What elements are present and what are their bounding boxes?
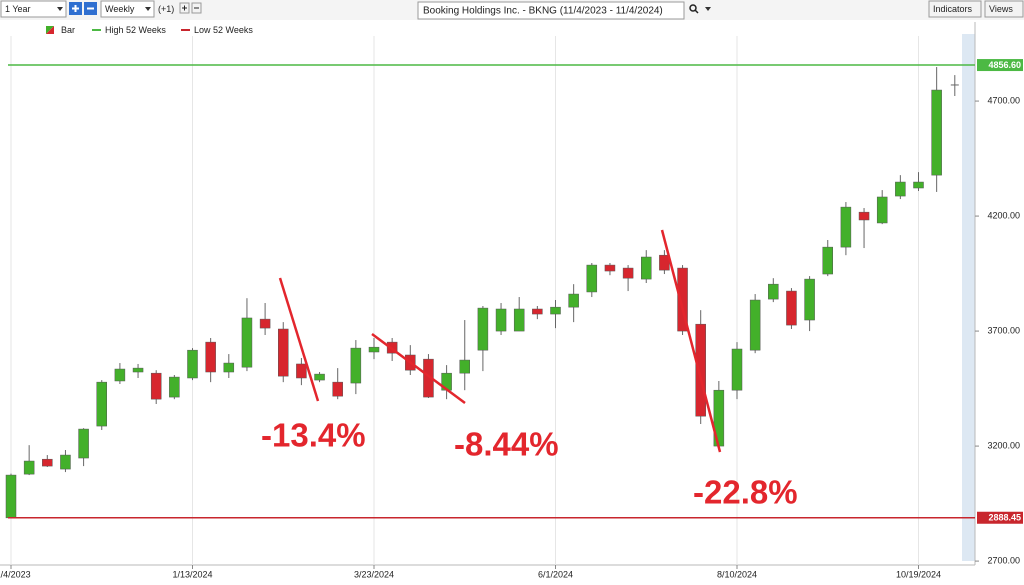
plus-icon (182, 5, 187, 11)
candle-body (169, 376, 180, 398)
period-select[interactable] (0, 0, 67, 18)
candle-body (23, 460, 35, 475)
legend-icon-down (46, 26, 54, 34)
reference-label-box (977, 511, 1023, 524)
dropdown-arrow (705, 7, 711, 11)
legend-label: Bar (61, 25, 75, 35)
candle-body (459, 359, 470, 374)
y-tick-label: 4700.00 (987, 95, 1020, 105)
x-tick-label: 8/10/2024 (717, 569, 757, 579)
candle-body (804, 278, 815, 321)
candle-body (822, 246, 833, 275)
right-margin-band (962, 34, 975, 561)
y-tick-label: 3200.00 (987, 440, 1020, 450)
reference-label: 2888.45 (988, 513, 1021, 523)
trend-line (660, 229, 722, 453)
symbol-label: Booking Holdings Inc. - BKNG (11/4/2023 … (423, 6, 663, 17)
search-icon[interactable] (689, 4, 697, 12)
candle-body (731, 348, 743, 391)
trend-line (278, 277, 320, 402)
candle-body (622, 267, 634, 279)
indicators-label: Indicators (933, 4, 973, 14)
views-label: Views (989, 4, 1013, 14)
period-label: 1 Year (5, 4, 31, 14)
y-tick-label: 4200.00 (987, 210, 1020, 220)
candle-body (876, 196, 888, 224)
candle-body (913, 181, 924, 189)
annotation: -13.4% (261, 417, 366, 454)
legend-label: Low 52 Weeks (194, 25, 253, 35)
candle-body (241, 317, 253, 368)
legend-label: High 52 Weeks (105, 25, 166, 35)
candle-body (477, 307, 489, 351)
candle-body (259, 318, 271, 329)
interval-label: Weekly (105, 4, 135, 14)
candle-body (205, 341, 216, 373)
candle-body (350, 347, 362, 384)
x-tick-label: 3/23/2024 (354, 569, 394, 579)
candle-body (132, 367, 144, 373)
candle-body (296, 363, 307, 379)
dropdown-arrow (145, 7, 151, 11)
candle-body (332, 381, 343, 397)
interval-select[interactable] (100, 0, 155, 18)
offset-label: (+1) (158, 4, 174, 14)
trend-line (371, 332, 466, 405)
views-button[interactable] (984, 0, 1024, 18)
candle-body (314, 373, 325, 381)
candle-body (42, 458, 53, 467)
candle-body (641, 256, 652, 280)
candle-body (604, 264, 616, 272)
candle-body (114, 368, 126, 382)
candle-body (749, 299, 761, 351)
dropdown-arrow (57, 7, 63, 11)
y-tick-label: 3700.00 (987, 325, 1020, 335)
candle-body (495, 308, 507, 332)
x-tick-label: 11/4/2023 (0, 569, 31, 579)
candle-body (840, 206, 852, 248)
candle-body (786, 290, 797, 326)
candle-body (931, 89, 942, 176)
candle-body (96, 381, 107, 427)
candle-body (895, 181, 906, 197)
candle-body (60, 454, 71, 470)
x-tick-label: 10/19/2024 (896, 569, 941, 579)
reference-label: 4856.60 (988, 60, 1021, 70)
candle-body (858, 211, 870, 221)
reference-label-box (977, 59, 1023, 72)
indicators-button[interactable] (928, 0, 982, 18)
annotation: -22.8% (693, 474, 798, 511)
x-tick-label: 6/1/2024 (538, 569, 573, 579)
search-icon-handle (694, 9, 699, 14)
candle-body (550, 306, 561, 315)
candle-body (532, 308, 543, 315)
candle-body (513, 308, 525, 332)
candle-body (150, 372, 162, 400)
x-tick-label: 1/13/2024 (172, 569, 212, 579)
candle-body (677, 267, 688, 332)
candle-body (768, 283, 779, 300)
candle-body (223, 362, 235, 373)
candle-body (78, 428, 89, 459)
plus-icon (72, 5, 79, 12)
symbol-box[interactable] (417, 1, 685, 20)
candle-body (695, 323, 706, 417)
y-tick-label: 2700.00 (987, 555, 1020, 565)
candle-body (586, 264, 598, 293)
annotation: -8.44% (454, 426, 559, 463)
candle-body (187, 349, 198, 379)
candle-body (5, 474, 17, 519)
candle-body (568, 293, 579, 308)
candle-body (368, 346, 380, 353)
candle-body (278, 328, 289, 377)
